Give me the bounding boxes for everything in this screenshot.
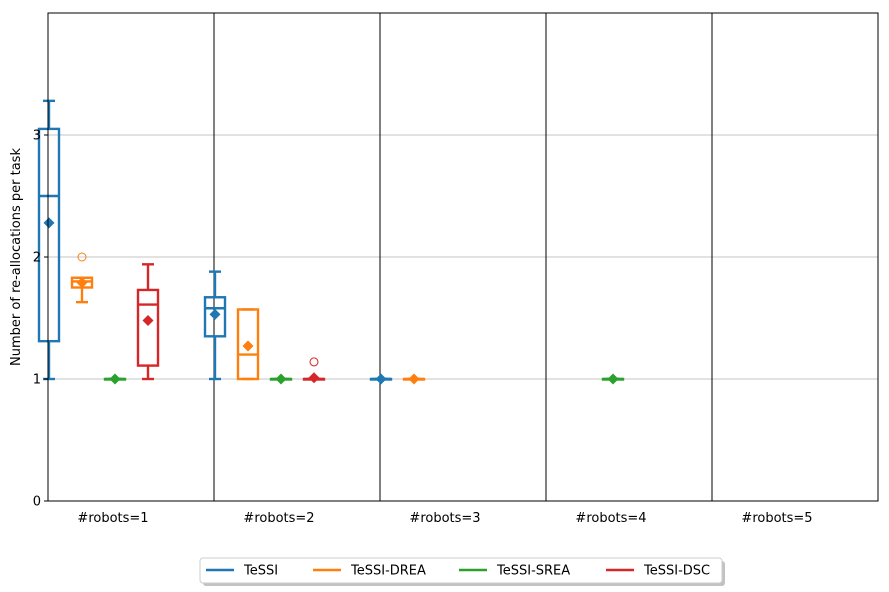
box-tessi-drea: [70, 252, 94, 304]
iqr-box: [203, 296, 227, 338]
group-label: #robots=2: [243, 511, 314, 526]
mean-marker: [142, 314, 154, 326]
group-separators: [213, 13, 713, 501]
x-axis-group-labels: #robots=1 #robots=2 #robots=3 #robots=4 #rob…: [77, 511, 812, 526]
mean-marker: [408, 373, 420, 385]
box-tessi-dsc: [302, 357, 326, 384]
mean-marker: [109, 373, 121, 385]
y-tick-label: 2: [33, 251, 41, 266]
box-tessi-srea: [269, 373, 293, 385]
box-tessi: [203, 270, 227, 381]
mean-marker: [308, 372, 320, 384]
box-series: [37, 99, 625, 385]
mean-marker: [209, 308, 221, 320]
grid-lines: [48, 134, 878, 380]
box-tessi-srea: [601, 373, 625, 385]
outlier-point: [309, 357, 319, 367]
legend-label: TeSSI-DSC: [643, 564, 710, 579]
y-tick-label: 3: [33, 129, 41, 144]
iqr-box: [37, 127, 61, 343]
iqr-box: [136, 288, 160, 367]
mean-marker: [275, 373, 287, 385]
mean-marker: [43, 217, 55, 229]
box-tessi-drea: [236, 308, 260, 381]
legend-label: TeSSI: [243, 564, 278, 579]
box-tessi-srea: [103, 373, 127, 385]
y-axis-label: Number of re-allocations per task: [9, 148, 24, 366]
y-tick-label: 1: [33, 373, 41, 388]
mean-marker: [242, 340, 254, 352]
mean-marker: [76, 277, 88, 289]
legend-label: TeSSI-SREA: [496, 564, 570, 579]
box-tessi-dsc: [136, 263, 160, 381]
box-tessi-drea: [402, 373, 426, 385]
group-label: #robots=4: [575, 511, 646, 526]
mean-marker: [375, 373, 387, 385]
outlier-point: [77, 252, 87, 262]
y-tick-label: 0: [33, 495, 41, 510]
legend-label: TeSSI-DREA: [350, 564, 426, 579]
iqr-box: [236, 308, 260, 381]
legend: TeSSI TeSSI-DREA TeSSI-SREA TeSSI-DSC: [199, 557, 725, 586]
box-tessi: [369, 373, 393, 385]
group-label: #robots=3: [409, 511, 480, 526]
y-axis-ticks: 0 1 2 3: [33, 129, 48, 510]
box-tessi: [37, 99, 61, 381]
group-label: #robots=1: [77, 511, 148, 526]
group-label: #robots=5: [741, 511, 812, 526]
mean-marker: [607, 373, 619, 385]
